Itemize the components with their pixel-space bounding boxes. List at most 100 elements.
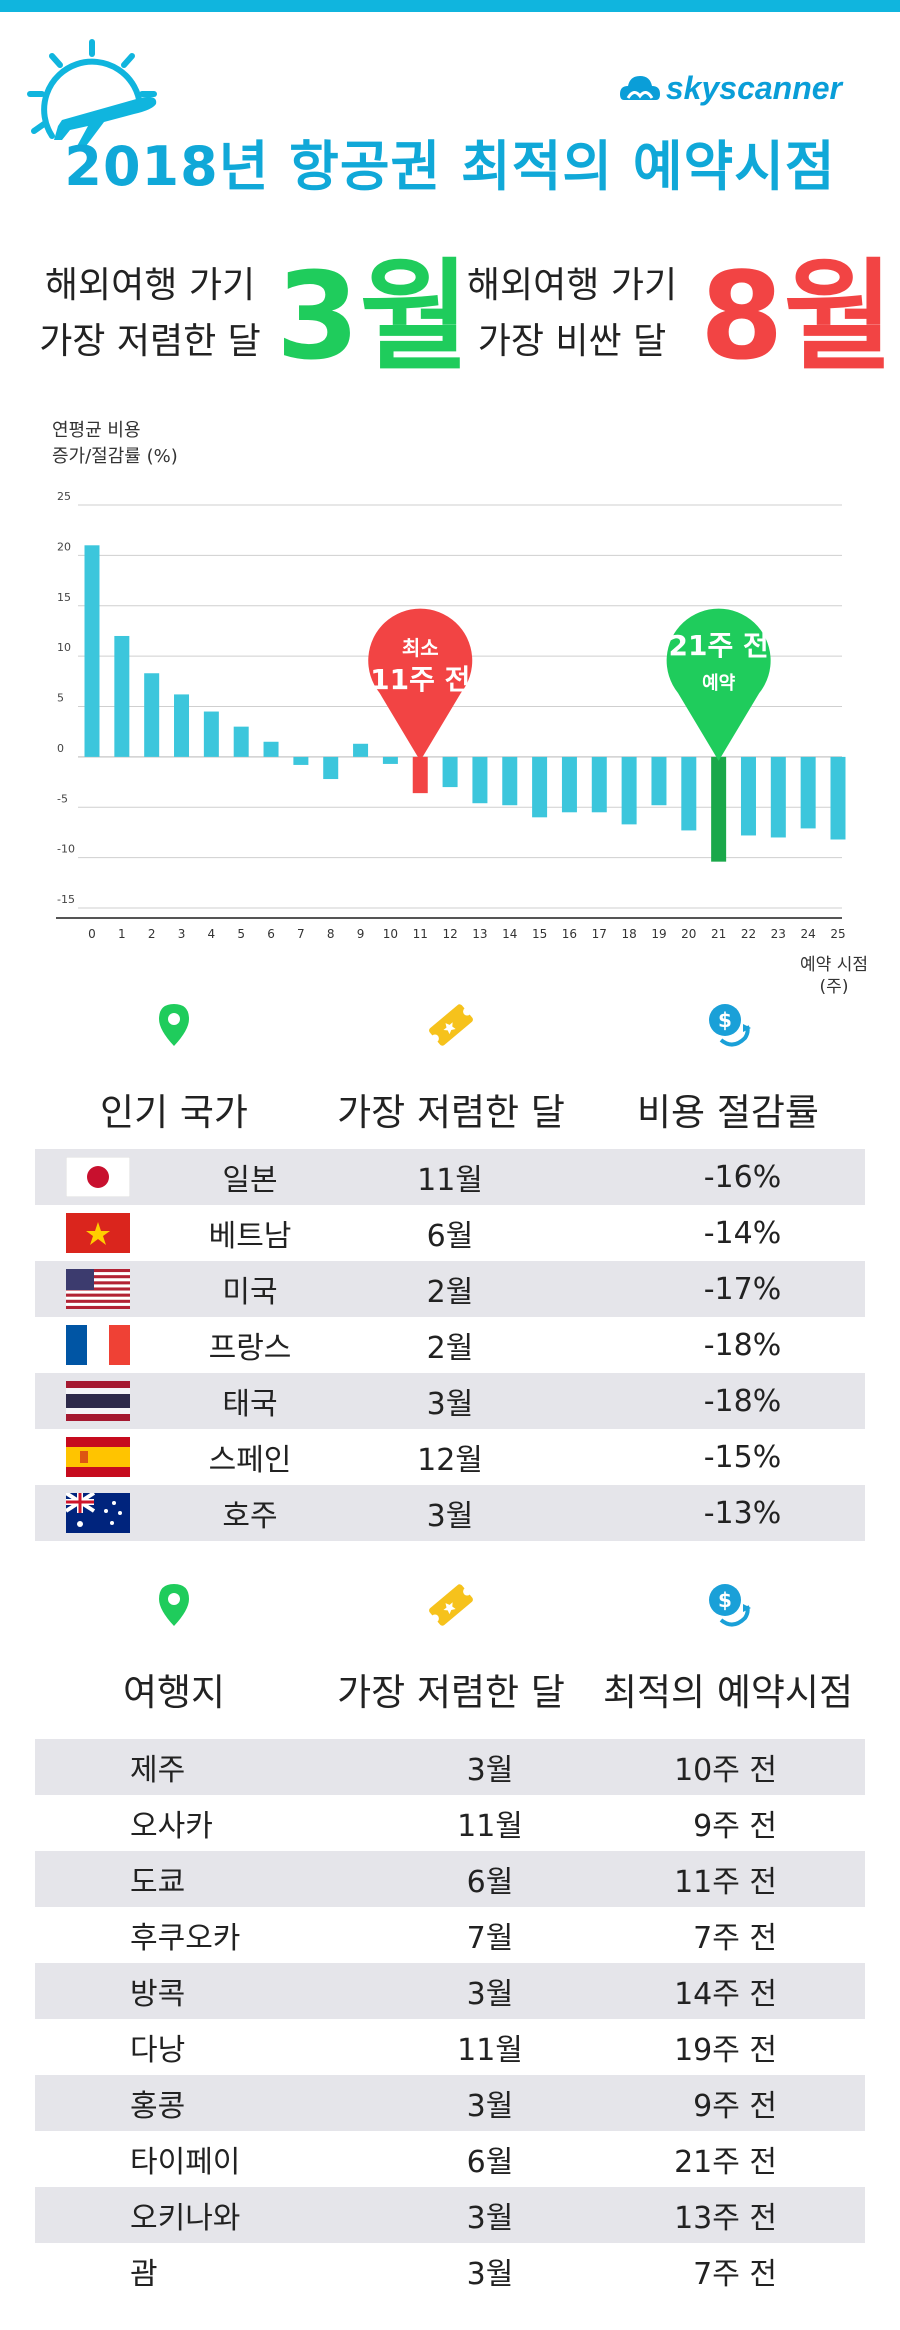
best-booking-time: 19주 전	[674, 2033, 777, 2068]
cheapest-month-value: 3월	[276, 248, 470, 387]
country-row: 태국 3월 -18%	[35, 1373, 865, 1429]
x-tick-label: 3	[178, 927, 186, 941]
france-flag-icon	[65, 1325, 130, 1365]
country-row: 호주 3월 -13%	[35, 1485, 865, 1541]
y-tick-label: 10	[57, 641, 71, 654]
bar	[740, 756, 756, 836]
header-popular-country: 인기 국가	[100, 1091, 248, 1134]
savings-rate: -15%	[703, 1439, 782, 1475]
x-tick-label: 0	[88, 927, 96, 941]
bar	[472, 756, 488, 804]
y-tick-label: 15	[57, 591, 71, 604]
bar	[800, 756, 816, 829]
bar	[621, 756, 637, 825]
svg-text:$: $	[718, 1008, 732, 1032]
destination-name: 후쿠오카	[130, 1921, 241, 1956]
x-tick-label: 23	[771, 927, 786, 941]
x-tick-label: 24	[801, 927, 816, 941]
header-destination: 여행지	[122, 1671, 226, 1714]
destination-row: 오사카 11월 9주 전	[35, 1795, 865, 1851]
best-booking-time: 13주 전	[674, 2201, 777, 2236]
destination-row: 후쿠오카 7월 7주 전	[35, 1907, 865, 1963]
x-tick-label: 22	[741, 927, 756, 941]
location-pin-icon	[159, 1004, 189, 1046]
cheapest-month: 3월	[426, 1499, 474, 1534]
y-axis-title-line1: 연평균 비용	[52, 420, 141, 441]
x-tick-label: 5	[237, 927, 245, 941]
destination-row: 도쿄 6월 11주 전	[35, 1851, 865, 1907]
cheapest-month: 3월	[466, 1977, 514, 2012]
destination-name: 제주	[130, 1753, 186, 1788]
y-tick-label: 0	[57, 742, 64, 755]
savings-rate: -18%	[703, 1383, 782, 1419]
bar	[233, 726, 249, 757]
expensive-month-value: 8월	[700, 248, 894, 387]
bar	[711, 756, 727, 862]
destination-name: 오사카	[130, 1809, 213, 1844]
x-tick-label: 10	[383, 927, 398, 941]
y-tick-label: 20	[57, 540, 71, 553]
brand-name: skyscanner	[665, 70, 842, 106]
thailand-flag-icon	[65, 1381, 130, 1421]
y-tick-label: 25	[57, 490, 71, 503]
y-tick-label: -5	[57, 792, 68, 805]
cheapest-label-line1: 해외여행 가기	[44, 265, 256, 306]
cheapest-label-line2: 가장 저렴한 달	[39, 321, 261, 362]
x-tick-label: 9	[357, 927, 365, 941]
cheapest-month: 7월	[466, 1921, 514, 1956]
destination-row: 괌 3월 7주 전	[35, 2243, 865, 2299]
bar	[203, 711, 219, 757]
x-axis-title-line1: 예약 시점	[800, 955, 868, 975]
spain-flag-icon	[65, 1437, 130, 1477]
country-name: 태국	[222, 1387, 278, 1422]
destination-name: 타이페이	[130, 2145, 241, 2180]
bar	[561, 756, 577, 813]
cheapest-month: 6월	[466, 1865, 514, 1900]
countries-table-header: 인기 국가 가장 저렴한 달 $ 비용 절감률	[36, 1000, 866, 1140]
destination-row: 홍콩 3월 9주 전	[35, 2075, 865, 2131]
money-savings-icon: $	[709, 1584, 751, 1627]
cheapest-month: 11월	[417, 1163, 483, 1198]
cheapest-month: 3월	[426, 1387, 474, 1422]
country-row: 베트남 6월 -14%	[35, 1205, 865, 1261]
destination-row: 오키나와 3월 13주 전	[35, 2187, 865, 2243]
bar	[382, 756, 398, 764]
x-tick-label: 15	[532, 927, 547, 941]
bar	[770, 756, 786, 838]
cheapest-month: 2월	[426, 1331, 474, 1366]
money-savings-icon: $	[709, 1004, 751, 1047]
country-row: 일본 11월 -16%	[35, 1149, 865, 1205]
best-booking-marker-label-line1: 21주 전	[669, 629, 769, 662]
expensive-month-label: 해외여행 가기 가장 비싼 달	[452, 258, 692, 370]
bar	[174, 694, 190, 757]
destination-name: 방콕	[130, 1977, 186, 2012]
x-tick-label: 11	[413, 927, 428, 941]
countries-table: 일본 11월 -16% 베트남 6월 -14% 미국 2월 -17% 프랑스 2월 -18% 태국 3월 -…	[35, 1149, 865, 1541]
best-booking-time: 14주 전	[674, 1977, 777, 2012]
x-tick-label: 4	[208, 927, 216, 941]
destination-name: 도쿄	[130, 1865, 186, 1900]
ticket-icon	[429, 1004, 473, 1046]
x-tick-label: 17	[592, 927, 607, 941]
destinations-table: 제주 3월 10주 전 오사카 11월 9주 전 도쿄 6월 11주 전 후쿠오카 7월 7주 전 방콕…	[35, 1739, 865, 2299]
country-name: 베트남	[208, 1219, 292, 1254]
lowest-point-marker	[368, 608, 473, 761]
country-name: 미국	[222, 1275, 278, 1310]
y-tick-label: -15	[57, 893, 75, 906]
lowest-point-marker-label-line2: 11주 전	[370, 663, 470, 696]
sun-airplane-icon	[27, 39, 157, 148]
x-tick-label: 14	[502, 927, 517, 941]
header-savings-rate: 비용 절감률	[637, 1091, 819, 1134]
destinations-table-header: 여행지 가장 저렴한 달 $ 최적의 예약시점	[36, 1580, 866, 1720]
savings-rate: -17%	[703, 1271, 782, 1307]
destination-row: 제주 3월 10주 전	[35, 1739, 865, 1795]
x-tick-label: 13	[472, 927, 487, 941]
x-tick-label: 20	[681, 927, 696, 941]
best-booking-time: 9주 전	[693, 1809, 777, 1844]
bar	[114, 635, 130, 757]
savings-rate: -13%	[703, 1495, 782, 1531]
lowest-point-marker-label-line1: 최소	[402, 636, 439, 660]
destination-row: 방콕 3월 14주 전	[35, 1963, 865, 2019]
bar	[830, 756, 846, 840]
